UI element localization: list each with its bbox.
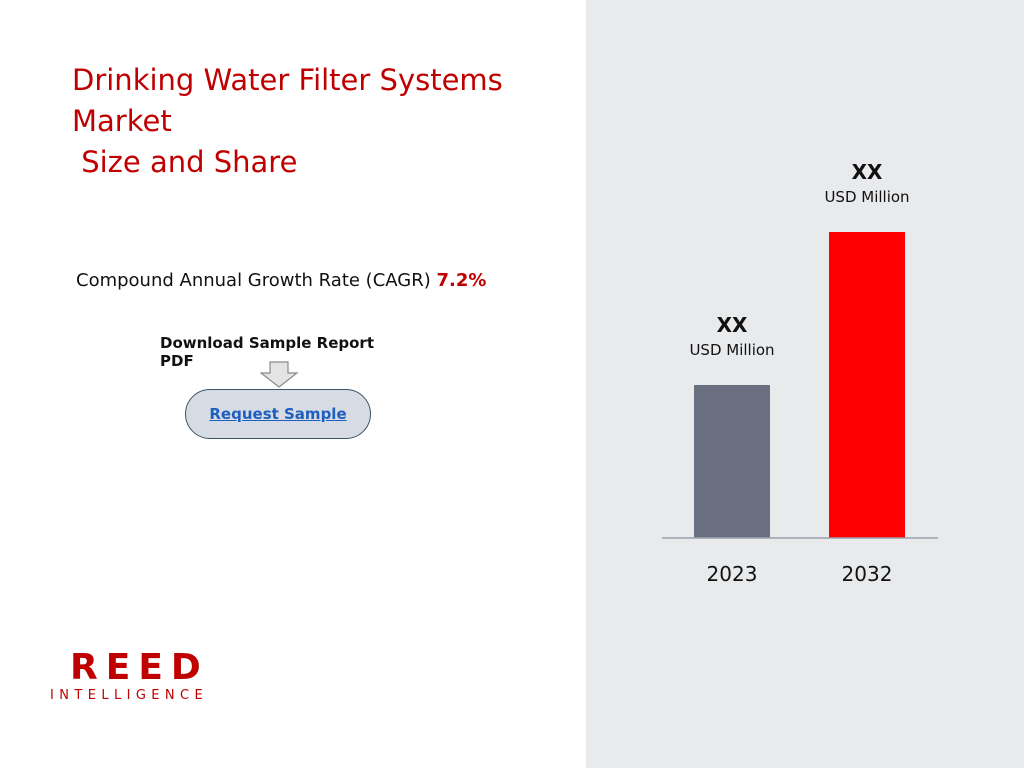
bar-value-label-2032: XX USD Million [797,160,937,206]
cagr-value: 7.2% [436,270,487,291]
bar-unit-2023: USD Million [689,341,775,359]
request-sample-button[interactable]: Request Sample [185,389,371,439]
page-title: Drinking Water Filter Systems Market Siz… [72,60,552,183]
bar-value-2032: XX [851,160,883,184]
category-label-2023: 2023 [706,562,758,586]
title-line-2: Market [72,104,172,138]
category-label-2032: 2032 [841,562,893,586]
bar-value-label-2023: XX USD Million [662,313,802,359]
down-arrow-icon [260,361,299,388]
bar-value-2023: XX [716,313,748,337]
logo-subtitle: INTELLIGENCE [50,688,209,703]
cagr-label: Compound Annual Growth Rate (CAGR) [76,270,437,291]
title-line-1: Drinking Water Filter Systems [72,63,503,97]
reed-intelligence-logo: REED INTELLIGENCE [50,647,209,704]
bar-2032 [829,232,905,538]
cagr-text: Compound Annual Growth Rate (CAGR) 7.2% [76,270,486,291]
chart-panel [586,0,1024,768]
request-sample-link[interactable]: Request Sample [209,405,347,423]
bar-2023 [694,385,770,538]
title-line-3: Size and Share [72,145,298,179]
bar-unit-2032: USD Million [824,188,910,206]
market-size-chart [662,232,938,539]
download-label: Download Sample Report PDF [160,334,374,370]
logo-word: REED [70,647,209,688]
